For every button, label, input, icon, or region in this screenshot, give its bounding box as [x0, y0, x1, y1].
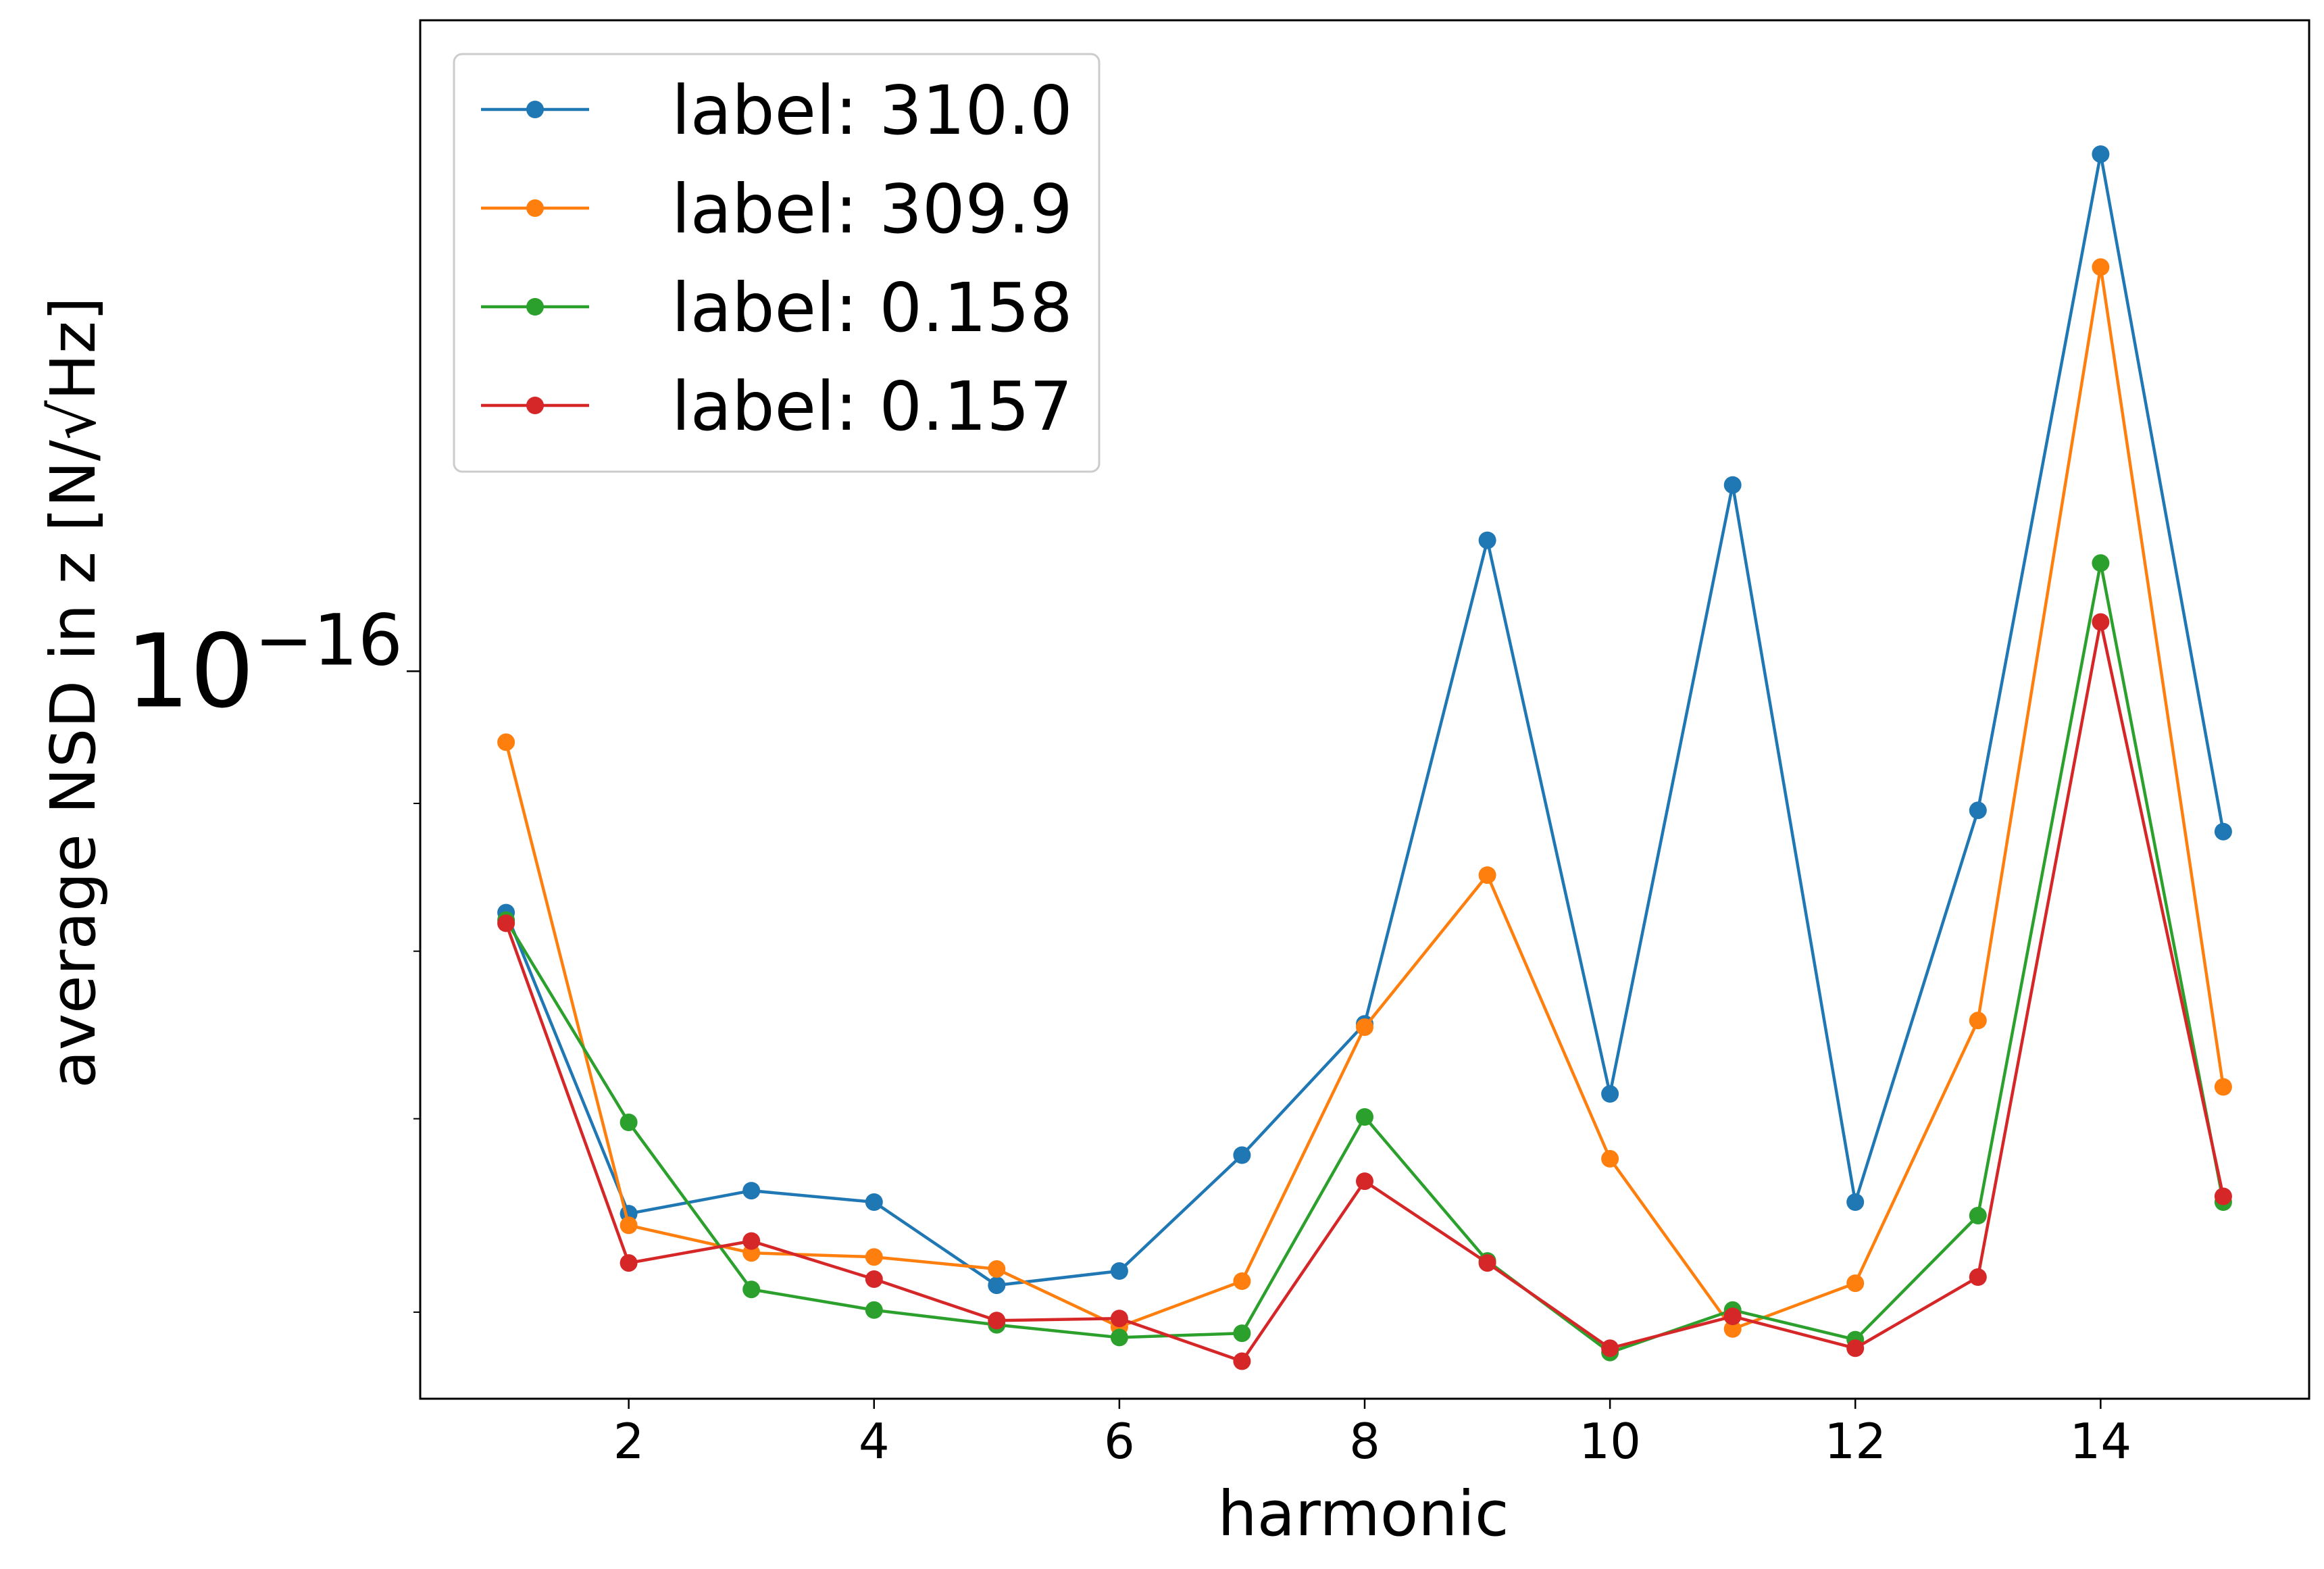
data-point [1233, 1272, 1251, 1290]
data-point [2214, 1187, 2232, 1205]
data-point [1356, 1108, 1373, 1126]
data-point [2214, 822, 2232, 841]
data-point [1723, 1320, 1742, 1338]
x-tick-label: 4 [859, 1413, 890, 1470]
data-point [1969, 1207, 1987, 1224]
legend-item: label: 0.157 [481, 367, 1073, 446]
data-point [2092, 613, 2110, 631]
x-axis-label: harmonic [1217, 1478, 1509, 1550]
data-point [1723, 1308, 1742, 1326]
data-point [1601, 1149, 1619, 1168]
data-point [1969, 801, 1987, 820]
data-point [1478, 1254, 1496, 1272]
data-point [1356, 1172, 1373, 1191]
data-point [1110, 1262, 1128, 1280]
legend-item: label: 309.9 [481, 170, 1073, 249]
legend-box [453, 53, 1101, 473]
x-tick-label: 10 [1579, 1413, 1641, 1470]
data-point [1723, 476, 1742, 494]
data-point [865, 1193, 883, 1211]
legend-label: label: 0.158 [672, 268, 1073, 347]
data-point [1110, 1328, 1128, 1347]
data-point [620, 1114, 638, 1131]
data-point [620, 1216, 638, 1235]
legend-marker [526, 199, 544, 217]
legend-item: label: 310.0 [481, 71, 1073, 150]
y-axis-label: average NSD in z [N/√Hz] [37, 297, 109, 1089]
series-4 [497, 613, 2232, 1370]
data-point [2092, 258, 2110, 276]
data-point [988, 1260, 1006, 1278]
data-point [2092, 145, 2110, 164]
data-point [988, 1276, 1006, 1295]
data-point [1110, 1310, 1128, 1328]
data-point [2092, 554, 2110, 572]
data-point [865, 1301, 883, 1319]
data-point [988, 1312, 1006, 1330]
legend-item: label: 0.158 [481, 268, 1073, 347]
data-point [1969, 1268, 1987, 1286]
data-point [1478, 866, 1496, 885]
series-layer [497, 145, 2232, 1370]
legend-label: label: 310.0 [672, 71, 1073, 150]
data-point [497, 733, 515, 751]
data-point [1478, 531, 1496, 549]
legend: label: 310.0 label: 309.9 label: 0.158 labe… [453, 53, 1101, 473]
legend-label: label: 309.9 [672, 170, 1073, 249]
legend-marker [526, 101, 544, 118]
data-point [1846, 1274, 1865, 1293]
data-point [1233, 1324, 1251, 1343]
data-point [620, 1254, 638, 1272]
data-point [1601, 1339, 1619, 1358]
data-point [1846, 1339, 1865, 1358]
y-major-tick-label: 10−16 [126, 599, 403, 730]
legend-marker [526, 298, 544, 316]
x-tick-label: 12 [1824, 1413, 1886, 1470]
data-point [1846, 1193, 1865, 1211]
data-point [1356, 1018, 1373, 1037]
data-point [742, 1232, 761, 1250]
x-tick-label: 8 [1349, 1413, 1380, 1470]
x-tick-label: 2 [613, 1413, 645, 1470]
data-point [497, 914, 515, 932]
data-point [2214, 1078, 2232, 1096]
data-point [865, 1248, 883, 1266]
x-tick-label: 14 [2070, 1413, 2132, 1470]
axes-layer: 2 4 6 8 10 12 14 10−16 [126, 19, 2310, 1470]
data-point [742, 1280, 761, 1299]
data-point [1233, 1352, 1251, 1370]
legend-label: label: 0.157 [672, 367, 1073, 446]
x-tick-label: 6 [1104, 1413, 1135, 1470]
data-point [1601, 1085, 1619, 1103]
data-point [1969, 1012, 1987, 1030]
data-point [1233, 1146, 1251, 1164]
data-point [742, 1182, 761, 1200]
data-point [865, 1270, 883, 1288]
legend-marker [526, 397, 544, 414]
